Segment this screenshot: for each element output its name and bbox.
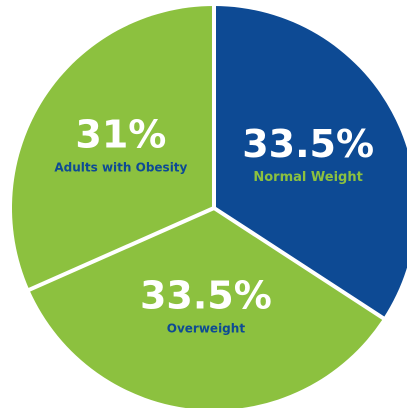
pie-slice-normal-weight — [214, 6, 407, 319]
slice-value-label: 31% — [75, 112, 166, 156]
slices-layer — [11, 6, 407, 408]
pie-slice-overweight — [29, 208, 384, 408]
pie-slice-adults-with-obesity — [11, 6, 215, 290]
slice-category-label: Overweight — [167, 322, 246, 336]
slice-value-label: 33.5% — [242, 122, 374, 166]
separators-layer — [26, 4, 387, 321]
slice-separator — [26, 206, 215, 293]
slice-value-label: 33.5% — [140, 274, 272, 318]
slice-separator — [212, 206, 387, 321]
labels-layer: 33.5% Normal Weight 33.5% Overweight 31% Adul… — [54, 112, 374, 335]
slice-category-label: Adults with Obesity — [54, 160, 187, 174]
slice-category-label: Normal Weight — [253, 170, 362, 185]
